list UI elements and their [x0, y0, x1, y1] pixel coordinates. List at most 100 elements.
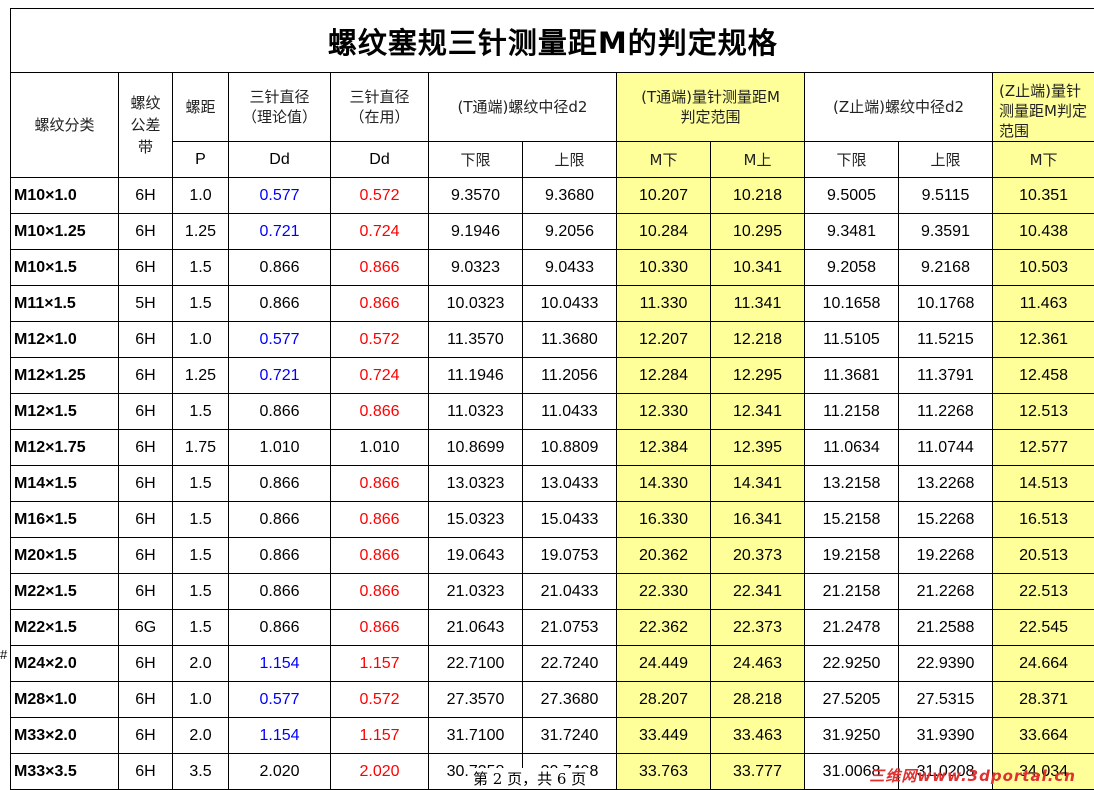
cell-dd-used: 0.572	[331, 682, 429, 718]
cell-spec: M12×1.5	[11, 394, 119, 430]
cell-z-mlo: 28.371	[993, 682, 1094, 718]
cell-z-lo: 11.3681	[805, 358, 899, 394]
cell-z-mlo: 14.513	[993, 466, 1094, 502]
cell-z-lo: 9.2058	[805, 250, 899, 286]
cell-band: 6H	[119, 682, 173, 718]
cell-spec: M22×1.5	[11, 610, 119, 646]
cell-z-mlo: 22.545	[993, 610, 1094, 646]
cell-t-lo: 31.7100	[429, 718, 523, 754]
cell-z-hi: 31.9390	[899, 718, 993, 754]
cell-spec: M11×1.5	[11, 286, 119, 322]
cell-p: 2.0	[173, 718, 229, 754]
cell-z-lo: 31.9250	[805, 718, 899, 754]
cell-band: 6H	[119, 574, 173, 610]
cell-t-mhi: 12.341	[711, 394, 805, 430]
cell-p: 2.0	[173, 646, 229, 682]
cell-t-lo: 19.0643	[429, 538, 523, 574]
cell-t-lo: 15.0323	[429, 502, 523, 538]
cell-t-mlo: 22.330	[617, 574, 711, 610]
cell-z-lo: 21.2158	[805, 574, 899, 610]
cell-spec: M24×2.0	[11, 646, 119, 682]
cell-spec: M12×1.25	[11, 358, 119, 394]
cell-t-mhi: 20.373	[711, 538, 805, 574]
cell-dd-theory: 2.020	[229, 754, 331, 790]
cell-t-hi: 22.7240	[523, 646, 617, 682]
cell-t-hi: 27.3680	[523, 682, 617, 718]
cell-z-mlo: 10.351	[993, 178, 1094, 214]
cell-band: 6H	[119, 646, 173, 682]
cell-dd-used: 0.866	[331, 610, 429, 646]
cell-t-hi: 19.0753	[523, 538, 617, 574]
cell-t-lo: 21.0323	[429, 574, 523, 610]
cell-t-hi: 10.0433	[523, 286, 617, 322]
cell-t-hi: 21.0753	[523, 610, 617, 646]
cell-t-mhi: 12.295	[711, 358, 805, 394]
cell-p: 3.5	[173, 754, 229, 790]
cell-t-mlo: 12.384	[617, 430, 711, 466]
cell-dd-used: 0.866	[331, 286, 429, 322]
cell-band: 6H	[119, 430, 173, 466]
header-t-m-upper: M上	[711, 142, 805, 178]
cell-t-lo: 13.0323	[429, 466, 523, 502]
cell-z-lo: 21.2478	[805, 610, 899, 646]
cell-z-mlo: 12.513	[993, 394, 1094, 430]
cell-t-lo: 21.0643	[429, 610, 523, 646]
header-z-m-lower: M下	[993, 142, 1094, 178]
cell-z-lo: 9.3481	[805, 214, 899, 250]
cell-t-mhi: 10.295	[711, 214, 805, 250]
cell-spec: M10×1.0	[11, 178, 119, 214]
cell-band: 6H	[119, 178, 173, 214]
cell-t-mlo: 10.207	[617, 178, 711, 214]
cell-z-mlo: 20.513	[993, 538, 1094, 574]
cell-t-hi: 9.0433	[523, 250, 617, 286]
cell-dd-theory: 0.866	[229, 466, 331, 502]
cell-dd-theory: 0.577	[229, 322, 331, 358]
cell-dd-used: 0.572	[331, 322, 429, 358]
cell-z-mlo: 16.513	[993, 502, 1094, 538]
cell-dd-used: 1.157	[331, 646, 429, 682]
cell-z-lo: 19.2158	[805, 538, 899, 574]
cell-z-lo: 15.2158	[805, 502, 899, 538]
cell-z-lo: 9.5005	[805, 178, 899, 214]
cell-band: 6H	[119, 538, 173, 574]
cell-t-mlo: 24.449	[617, 646, 711, 682]
cell-z-mlo: 12.361	[993, 322, 1094, 358]
header-z-end-m: (Z止端)量针测量距M判定范围	[993, 73, 1094, 142]
cell-z-hi: 9.5115	[899, 178, 993, 214]
cell-p: 1.0	[173, 178, 229, 214]
cell-z-mlo: 24.664	[993, 646, 1094, 682]
cell-z-hi: 21.2268	[899, 574, 993, 610]
cell-z-lo: 11.2158	[805, 394, 899, 430]
header-t-m-lower: M下	[617, 142, 711, 178]
header-t-end-m: (T通端)量针测量距M判定范围	[617, 73, 805, 142]
cell-dd-theory: 0.721	[229, 358, 331, 394]
cell-dd-used: 0.866	[331, 502, 429, 538]
cell-z-mlo: 11.463	[993, 286, 1094, 322]
header-t-lower: 下限	[429, 142, 523, 178]
cell-dd-used: 1.157	[331, 718, 429, 754]
cell-band: 6H	[119, 394, 173, 430]
cell-z-lo: 11.0634	[805, 430, 899, 466]
cell-dd-used: 0.866	[331, 250, 429, 286]
cell-p: 1.5	[173, 538, 229, 574]
cell-t-hi: 11.2056	[523, 358, 617, 394]
header-z-end-d2: (Z止端)螺纹中径d2	[805, 73, 993, 142]
cell-dd-used: 1.010	[331, 430, 429, 466]
cell-z-lo: 13.2158	[805, 466, 899, 502]
cell-dd-theory: 1.154	[229, 646, 331, 682]
cell-dd-used: 0.866	[331, 466, 429, 502]
cell-t-mhi: 12.395	[711, 430, 805, 466]
cell-dd-theory: 0.866	[229, 538, 331, 574]
cell-z-mlo: 22.513	[993, 574, 1094, 610]
header-thread-class: 螺纹分类	[11, 73, 119, 178]
cell-t-lo: 10.8699	[429, 430, 523, 466]
cell-z-hi: 15.2268	[899, 502, 993, 538]
header-needle-theory: 三针直径（理论值）	[229, 73, 331, 142]
cell-t-mhi: 24.463	[711, 646, 805, 682]
cell-dd-used: 0.724	[331, 214, 429, 250]
cell-t-mhi: 22.373	[711, 610, 805, 646]
